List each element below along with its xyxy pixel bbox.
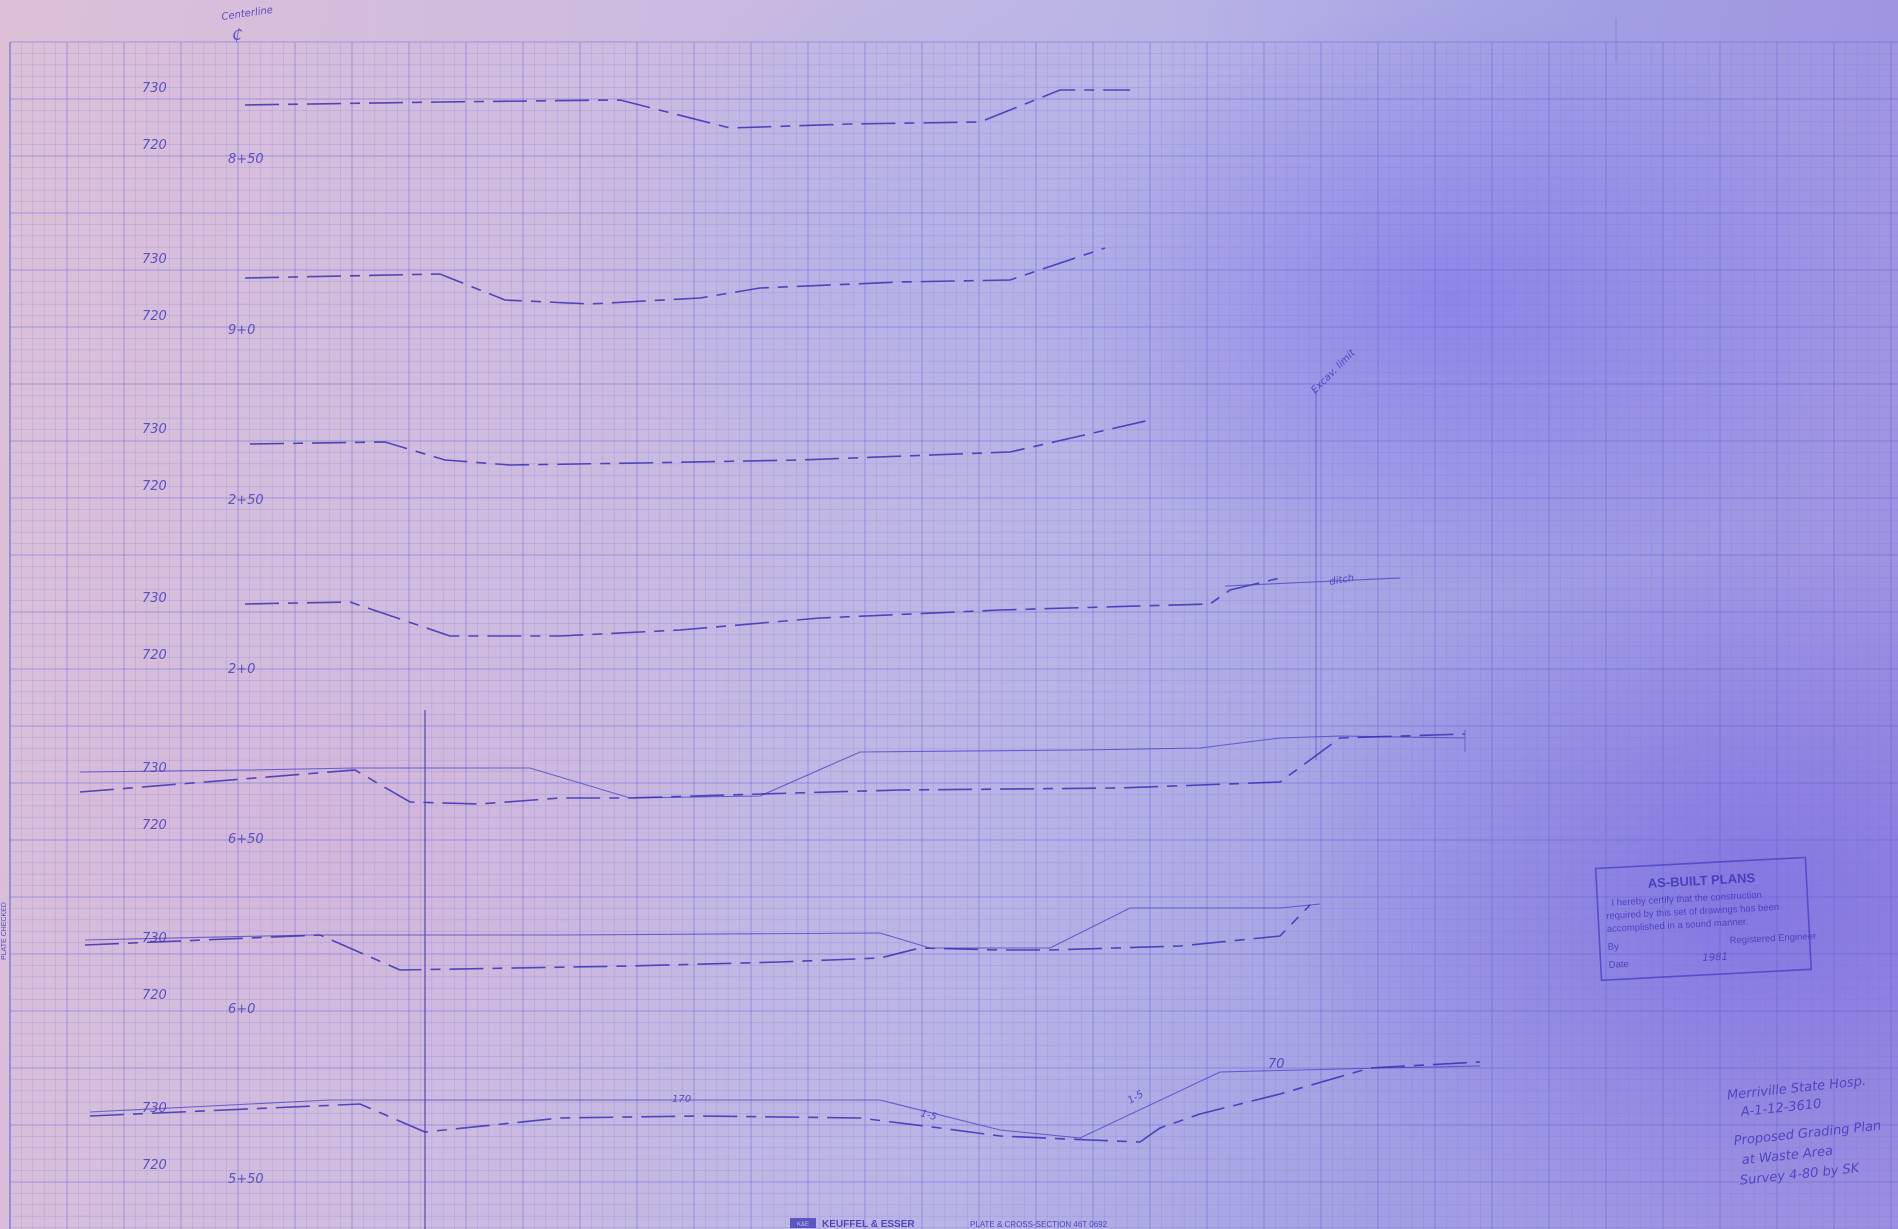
elevation-label-upper: 730 [142, 761, 167, 776]
field-note: Excav. limit [1309, 347, 1358, 396]
side-label: PLATE CHECKED [1, 902, 8, 960]
stamp-title: AS-BUILT PLANS [1647, 870, 1755, 891]
note-slope-1: 1-5 [919, 1108, 938, 1123]
note-170: 170 [672, 1094, 691, 1105]
profile-line-5 [79, 733, 1466, 805]
elevation-label-lower: 720 [142, 479, 167, 494]
centerline-symbol: ₵ [232, 25, 242, 44]
station-labels: 8+50 9+0 2+50 2+0 6+50 6+0 5+50 [228, 152, 264, 1187]
stamp-date-value: 1981 [1702, 952, 1728, 964]
elevation-label-upper: 730 [142, 422, 167, 437]
major-grid [9, 41, 1898, 1229]
footer-text: PLATE & CROSS-SECTION 46T 0692 [970, 1220, 1108, 1229]
ke-logo [790, 1218, 816, 1228]
station-label: 8+50 [228, 152, 264, 167]
ditch-annotation: ditch [1329, 573, 1355, 588]
elevation-label-lower: 720 [142, 818, 167, 833]
note-slope-2: 1-5 [1126, 1089, 1146, 1107]
elevation-label-upper: 730 [142, 81, 167, 96]
station-label: 2+50 [228, 493, 264, 508]
stamp-border [1594, 856, 1813, 982]
profile-line-3 [249, 419, 1151, 466]
station-label: 6+0 [228, 1002, 255, 1017]
station-label: 5+50 [228, 1172, 264, 1187]
footer-brand: KEUFFEL & ESSER [822, 1219, 915, 1229]
elevation-label-lower: 720 [142, 138, 167, 153]
stamp-date-label: Date [1608, 959, 1629, 971]
elevation-labels: 730 720 730 720 730 720 730 720 730 720 730 720 730 7… [142, 81, 167, 1173]
station-label: 2+0 [228, 662, 255, 677]
as-built-stamp: AS-BUILT PLANS I hereby certify that the… [1594, 856, 1816, 982]
profile-line-2 [244, 247, 1106, 305]
station-label: 6+50 [228, 832, 264, 847]
profile-line-4 [244, 577, 1281, 637]
elevation-label-lower: 720 [142, 988, 167, 1003]
existing-ground-4 [1224, 577, 1401, 587]
minor-grid [10, 42, 1898, 1229]
title-line-3: Proposed Grading Plan [1733, 1119, 1882, 1149]
title-block: Merriville State Hosp. A-1-12-3610 Propo… [1726, 1074, 1882, 1189]
elevation-label-lower: 720 [142, 309, 167, 324]
elevation-label-upper: 730 [142, 591, 167, 606]
note-70: 70 [1268, 1057, 1285, 1072]
elevation-label-upper: 730 [142, 252, 167, 267]
elevation-label-upper: 730 [142, 931, 167, 946]
centerline-note: Centerline [221, 5, 274, 23]
elevation-label-lower: 720 [142, 648, 167, 663]
existing-ground-6 [84, 903, 1321, 949]
station-label: 9+0 [228, 323, 255, 338]
elevation-label-lower: 720 [142, 1158, 167, 1173]
profile-line-6 [84, 904, 1311, 971]
ke-logo-text: K&E [797, 1222, 809, 1228]
profile-line-1 [244, 89, 1130, 129]
existing-ground-7 [89, 1065, 1481, 1139]
profile-line-7 [89, 1061, 1481, 1143]
stamp-engineer-label: Registered Engineer [1729, 931, 1816, 947]
existing-ground-5 [79, 735, 1466, 799]
elevation-label-upper: 730 [142, 1101, 167, 1116]
stamp-by-label: By [1608, 941, 1620, 953]
